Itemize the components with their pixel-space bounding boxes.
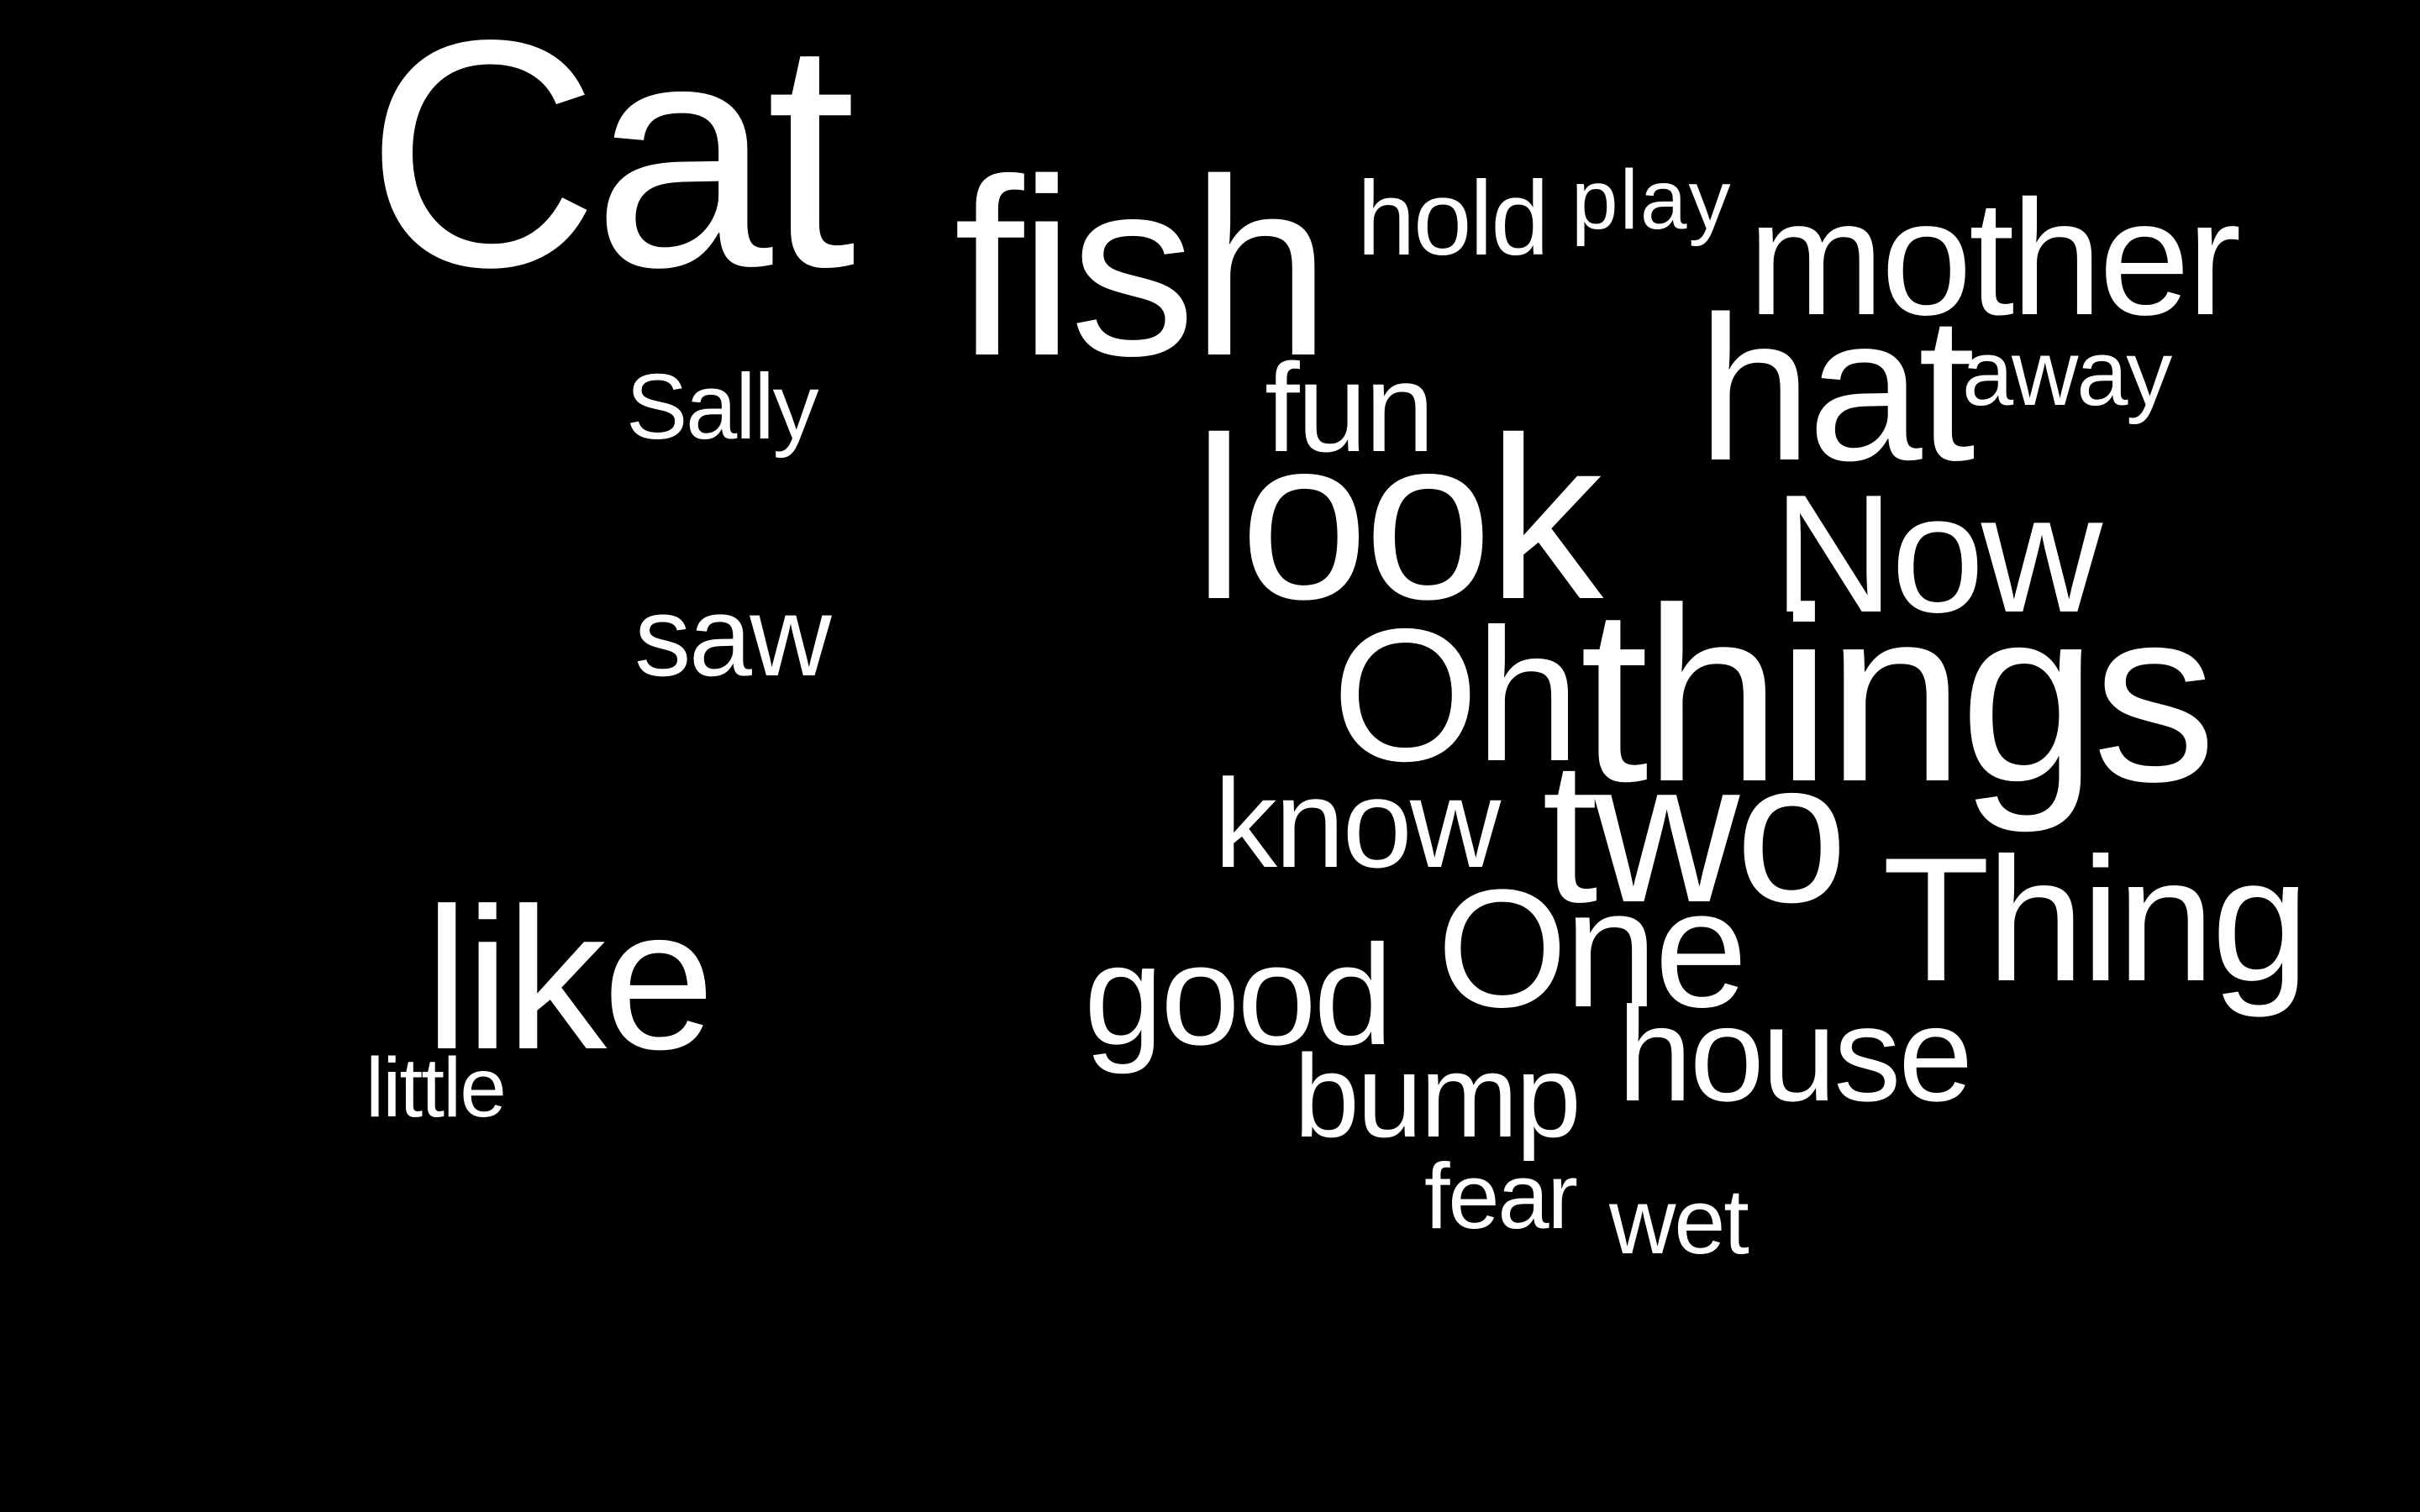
- word-now: Now: [1773, 460, 2102, 648]
- word-sally: Sally: [626, 355, 819, 459]
- word-thing: Thing: [1882, 821, 2310, 1018]
- word-good: good: [1084, 916, 1393, 1075]
- word-know: know: [1214, 753, 1501, 894]
- word-play: play: [1571, 153, 1733, 247]
- word-bump: bump: [1294, 1030, 1581, 1162]
- word-fun: fun: [1265, 337, 1435, 478]
- word-hat: hat: [1697, 273, 1975, 503]
- word-cat: Cat: [366, 0, 856, 334]
- word-look: look: [1193, 390, 1603, 648]
- word-away: away: [1962, 322, 2172, 425]
- word-little: little: [366, 1041, 507, 1135]
- word-fear: fear: [1424, 1145, 1578, 1248]
- word-hold: hold: [1357, 160, 1549, 277]
- word-house: house: [1618, 979, 1973, 1129]
- word-one: One: [1437, 855, 1748, 1042]
- word-like: like: [424, 866, 715, 1091]
- word-saw: saw: [634, 573, 832, 700]
- word-wet: wet: [1609, 1170, 1749, 1273]
- word-fish: fish: [954, 126, 1331, 408]
- word-mother: mother: [1748, 166, 2241, 349]
- word-things: things: [1580, 556, 2217, 833]
- word-two: two: [1542, 719, 1848, 944]
- word-oh: Oh: [1332, 589, 1581, 801]
